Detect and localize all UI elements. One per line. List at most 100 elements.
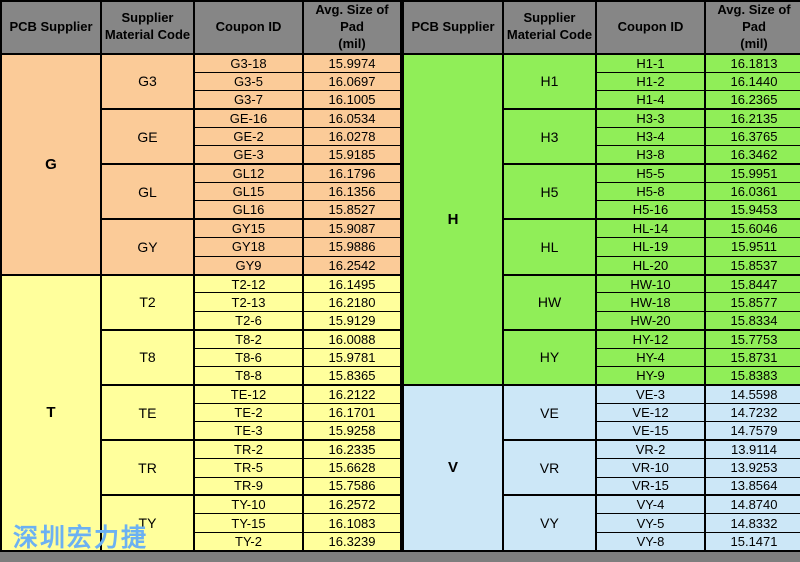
table-row: H3-8 16.3462 bbox=[403, 145, 800, 166]
table-row: VE-15 14.7579 bbox=[403, 421, 800, 442]
coupon-id-cell: GY15 bbox=[193, 218, 304, 239]
coupon-id-cell: VE-12 bbox=[595, 402, 706, 423]
pad-size-cell: 16.0534 bbox=[302, 108, 402, 128]
pcb-supplier-cell: H bbox=[402, 53, 504, 386]
pad-size-cell: 16.0361 bbox=[704, 182, 800, 202]
material-code-cell: TR bbox=[100, 439, 195, 497]
pad-size-table-left: PCB Supplier Supplier Material Code Coupon… bbox=[0, 0, 402, 553]
column-header-3: Avg. Size of Pad (mil) bbox=[704, 0, 800, 55]
column-header-3: Avg. Size of Pad (mil) bbox=[302, 0, 402, 55]
pad-size-cell: 13.8564 bbox=[704, 476, 800, 497]
pad-size-cell: 15.6046 bbox=[704, 218, 800, 239]
coupon-id-cell: H1-2 bbox=[595, 71, 706, 91]
header-row: PCB Supplier Supplier Material Code Coupon… bbox=[402, 0, 800, 55]
table-row: TE-2 16.1701 bbox=[1, 402, 402, 423]
coupon-id-cell: GL16 bbox=[193, 200, 304, 221]
table-row: HW-18 15.8577 bbox=[403, 292, 800, 312]
pad-size-cell: 16.1005 bbox=[302, 89, 402, 110]
table-row: T8-6 15.9781 bbox=[1, 347, 402, 368]
pad-size-cell: 16.0278 bbox=[302, 126, 402, 147]
table-row: HW HW-10 15.8447 bbox=[403, 274, 800, 331]
coupon-id-cell: VY-4 bbox=[595, 494, 706, 515]
pad-size-cell: 15.9087 bbox=[302, 218, 402, 239]
pad-size-cell: 14.5598 bbox=[704, 384, 800, 404]
table-row: VY-5 14.8332 bbox=[403, 513, 800, 533]
coupon-id-cell: HL-20 bbox=[595, 255, 706, 276]
table-row: V VE VE-3 14.5598 bbox=[402, 384, 800, 553]
pad-size-cell: 16.2572 bbox=[302, 494, 402, 515]
coupon-id-cell: GL12 bbox=[193, 163, 304, 184]
pad-size-cell: 16.3462 bbox=[704, 145, 800, 166]
coupon-id-cell: TR-2 bbox=[193, 439, 304, 460]
pad-size-cell: 15.8334 bbox=[704, 310, 800, 331]
pad-size-cell: 16.2542 bbox=[302, 255, 402, 276]
pad-size-cell: 15.8527 bbox=[302, 200, 402, 221]
coupon-id-cell: TY-2 bbox=[193, 531, 304, 552]
pad-size-cell: 15.9453 bbox=[704, 200, 800, 221]
coupon-id-cell: T2-6 bbox=[193, 310, 304, 331]
table-row: H3-4 16.3765 bbox=[403, 126, 800, 147]
pad-size-cell: 15.8577 bbox=[704, 292, 800, 312]
pad-size-cell: 16.2180 bbox=[302, 292, 402, 312]
coupon-id-cell: HY-12 bbox=[595, 329, 706, 349]
pad-size-cell: 14.7232 bbox=[704, 402, 800, 423]
coupon-id-cell: TR-5 bbox=[193, 458, 304, 478]
pad-size-cell: 15.9781 bbox=[302, 347, 402, 368]
table-row: H H1 H1-1 16.1813 bbox=[402, 53, 800, 386]
pad-size-cell: 16.2122 bbox=[302, 384, 402, 404]
table-row: G G3 G3-18 15.9974 bbox=[0, 53, 402, 276]
column-header-2: Coupon ID bbox=[193, 0, 304, 55]
coupon-id-cell: T8-8 bbox=[193, 366, 304, 387]
table-row: GL16 15.8527 bbox=[1, 200, 402, 221]
coupon-id-cell: TY-15 bbox=[193, 513, 304, 533]
pad-size-cell: 16.1796 bbox=[302, 163, 402, 184]
coupon-id-cell: G3-5 bbox=[193, 71, 304, 91]
coupon-id-cell: T2-12 bbox=[193, 274, 304, 294]
pad-size-cell: 15.9974 bbox=[302, 53, 402, 73]
table-row: TY TY-10 16.2572 bbox=[1, 494, 402, 552]
table-row: GL15 16.1356 bbox=[1, 182, 402, 202]
coupon-id-cell: VR-10 bbox=[595, 458, 706, 478]
pad-size-cell: 16.2335 bbox=[302, 439, 402, 460]
column-header-1: Supplier Material Code bbox=[502, 0, 597, 55]
coupon-id-cell: GL15 bbox=[193, 182, 304, 202]
material-code-cell: H3 bbox=[502, 108, 597, 166]
table-row: TE-3 15.9258 bbox=[1, 421, 402, 442]
table-row: H3 H3-3 16.2135 bbox=[403, 108, 800, 166]
coupon-id-cell: VY-8 bbox=[595, 531, 706, 552]
coupon-id-cell: HW-18 bbox=[595, 292, 706, 312]
pad-size-cell: 15.9129 bbox=[302, 310, 402, 331]
material-code-cell: TE bbox=[100, 384, 195, 442]
coupon-id-cell: H3-3 bbox=[595, 108, 706, 128]
material-code-cell: H5 bbox=[502, 163, 597, 221]
coupon-id-cell: T8-2 bbox=[193, 329, 304, 349]
table-row: H5-8 16.0361 bbox=[403, 182, 800, 202]
table-row: T T2 T2-12 16.1495 bbox=[0, 274, 402, 553]
material-code-cell: VY bbox=[502, 494, 597, 552]
table-row: GL GL12 16.1796 bbox=[1, 163, 402, 221]
coupon-id-cell: TY-10 bbox=[193, 494, 304, 515]
coupon-id-cell: HL-19 bbox=[595, 237, 706, 257]
table-row: GY GY15 15.9087 bbox=[1, 218, 402, 276]
material-code-cell: VE bbox=[502, 384, 597, 442]
coupon-id-cell: GE-3 bbox=[193, 145, 304, 166]
coupon-id-cell: H5-5 bbox=[595, 163, 706, 184]
table-row: HY-9 15.8383 bbox=[403, 366, 800, 387]
table-row: VE-12 14.7232 bbox=[403, 402, 800, 423]
pad-size-cell: 16.1813 bbox=[704, 53, 800, 73]
table-row: TY-2 16.3239 bbox=[1, 531, 402, 552]
coupon-id-cell: HW-10 bbox=[595, 274, 706, 294]
table-row: TR TR-2 16.2335 bbox=[1, 439, 402, 497]
pad-size-cell: 15.9951 bbox=[704, 163, 800, 184]
column-header-2: Coupon ID bbox=[595, 0, 706, 55]
table-row: H5-16 15.9453 bbox=[403, 200, 800, 221]
coupon-id-cell: TE-2 bbox=[193, 402, 304, 423]
material-code-cell: TY bbox=[100, 494, 195, 552]
pad-size-cell: 15.8537 bbox=[704, 255, 800, 276]
coupon-id-cell: VR-15 bbox=[595, 476, 706, 497]
pad-size-table-right: PCB Supplier Supplier Material Code Coupon… bbox=[402, 0, 800, 553]
coupon-id-cell: GY18 bbox=[193, 237, 304, 257]
table-row: VR-15 13.8564 bbox=[403, 476, 800, 497]
pad-size-cell: 16.3765 bbox=[704, 126, 800, 147]
